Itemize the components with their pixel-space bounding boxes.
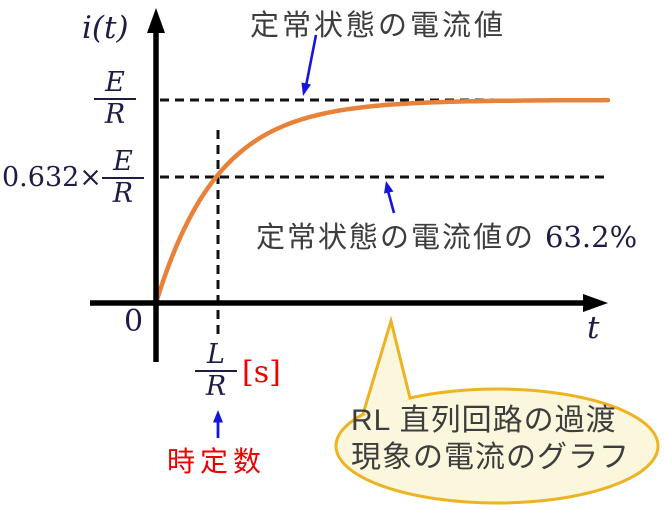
y-axis-arrowhead-icon (147, 8, 165, 33)
y-axis-label: i(t) (82, 10, 129, 46)
steady-value-denominator: R (104, 99, 126, 130)
callout-tail-border (361, 315, 412, 416)
callout-text: RL 直列回路の過渡 現象の電流のグラフ (351, 402, 630, 476)
callout-text-line2: 現象の電流のグラフ (351, 441, 630, 474)
percent-fraction-numerator: E (101, 147, 144, 179)
time-constant-numerator: L (195, 341, 237, 372)
callout-text-line1: RL 直列回路の過渡 (351, 404, 617, 437)
steady-state-annotation: 定常状態の電流値 (250, 10, 507, 42)
steady-value-fraction: E R (94, 69, 136, 129)
origin-label: 0 (124, 304, 144, 339)
percent-annotation-value: 63.2% (545, 220, 638, 254)
time-constant-fraction: L R (195, 341, 237, 401)
percent-arrow-icon (384, 181, 396, 214)
callout-bubble (334, 315, 660, 505)
time-constant-label: 時定数 (167, 446, 267, 477)
current-curve (153, 97, 611, 306)
percent-factor: 0.632× (2, 162, 102, 193)
seconds-unit-label: [s] (242, 355, 281, 390)
percent-tick-group: 0.632× E R (2, 146, 144, 209)
time-constant-denominator: R (205, 371, 227, 402)
steady-value-numerator: E (94, 69, 136, 100)
callout-ellipse (334, 387, 660, 505)
time-constant-arrow-icon (213, 410, 223, 438)
percent-annotation-prefix: 定常状態の電流値の (256, 222, 536, 254)
steady-state-arrow-icon (301, 34, 318, 96)
x-axis-label: t (587, 310, 600, 346)
x-axis-arrowhead-icon (583, 294, 608, 312)
percent-fraction: E R (101, 147, 144, 209)
percent-annotation: 定常状態の電流値の 63.2% (256, 214, 637, 256)
percent-fraction-denominator: R (112, 177, 134, 209)
callout-tail-fill (363, 321, 410, 415)
